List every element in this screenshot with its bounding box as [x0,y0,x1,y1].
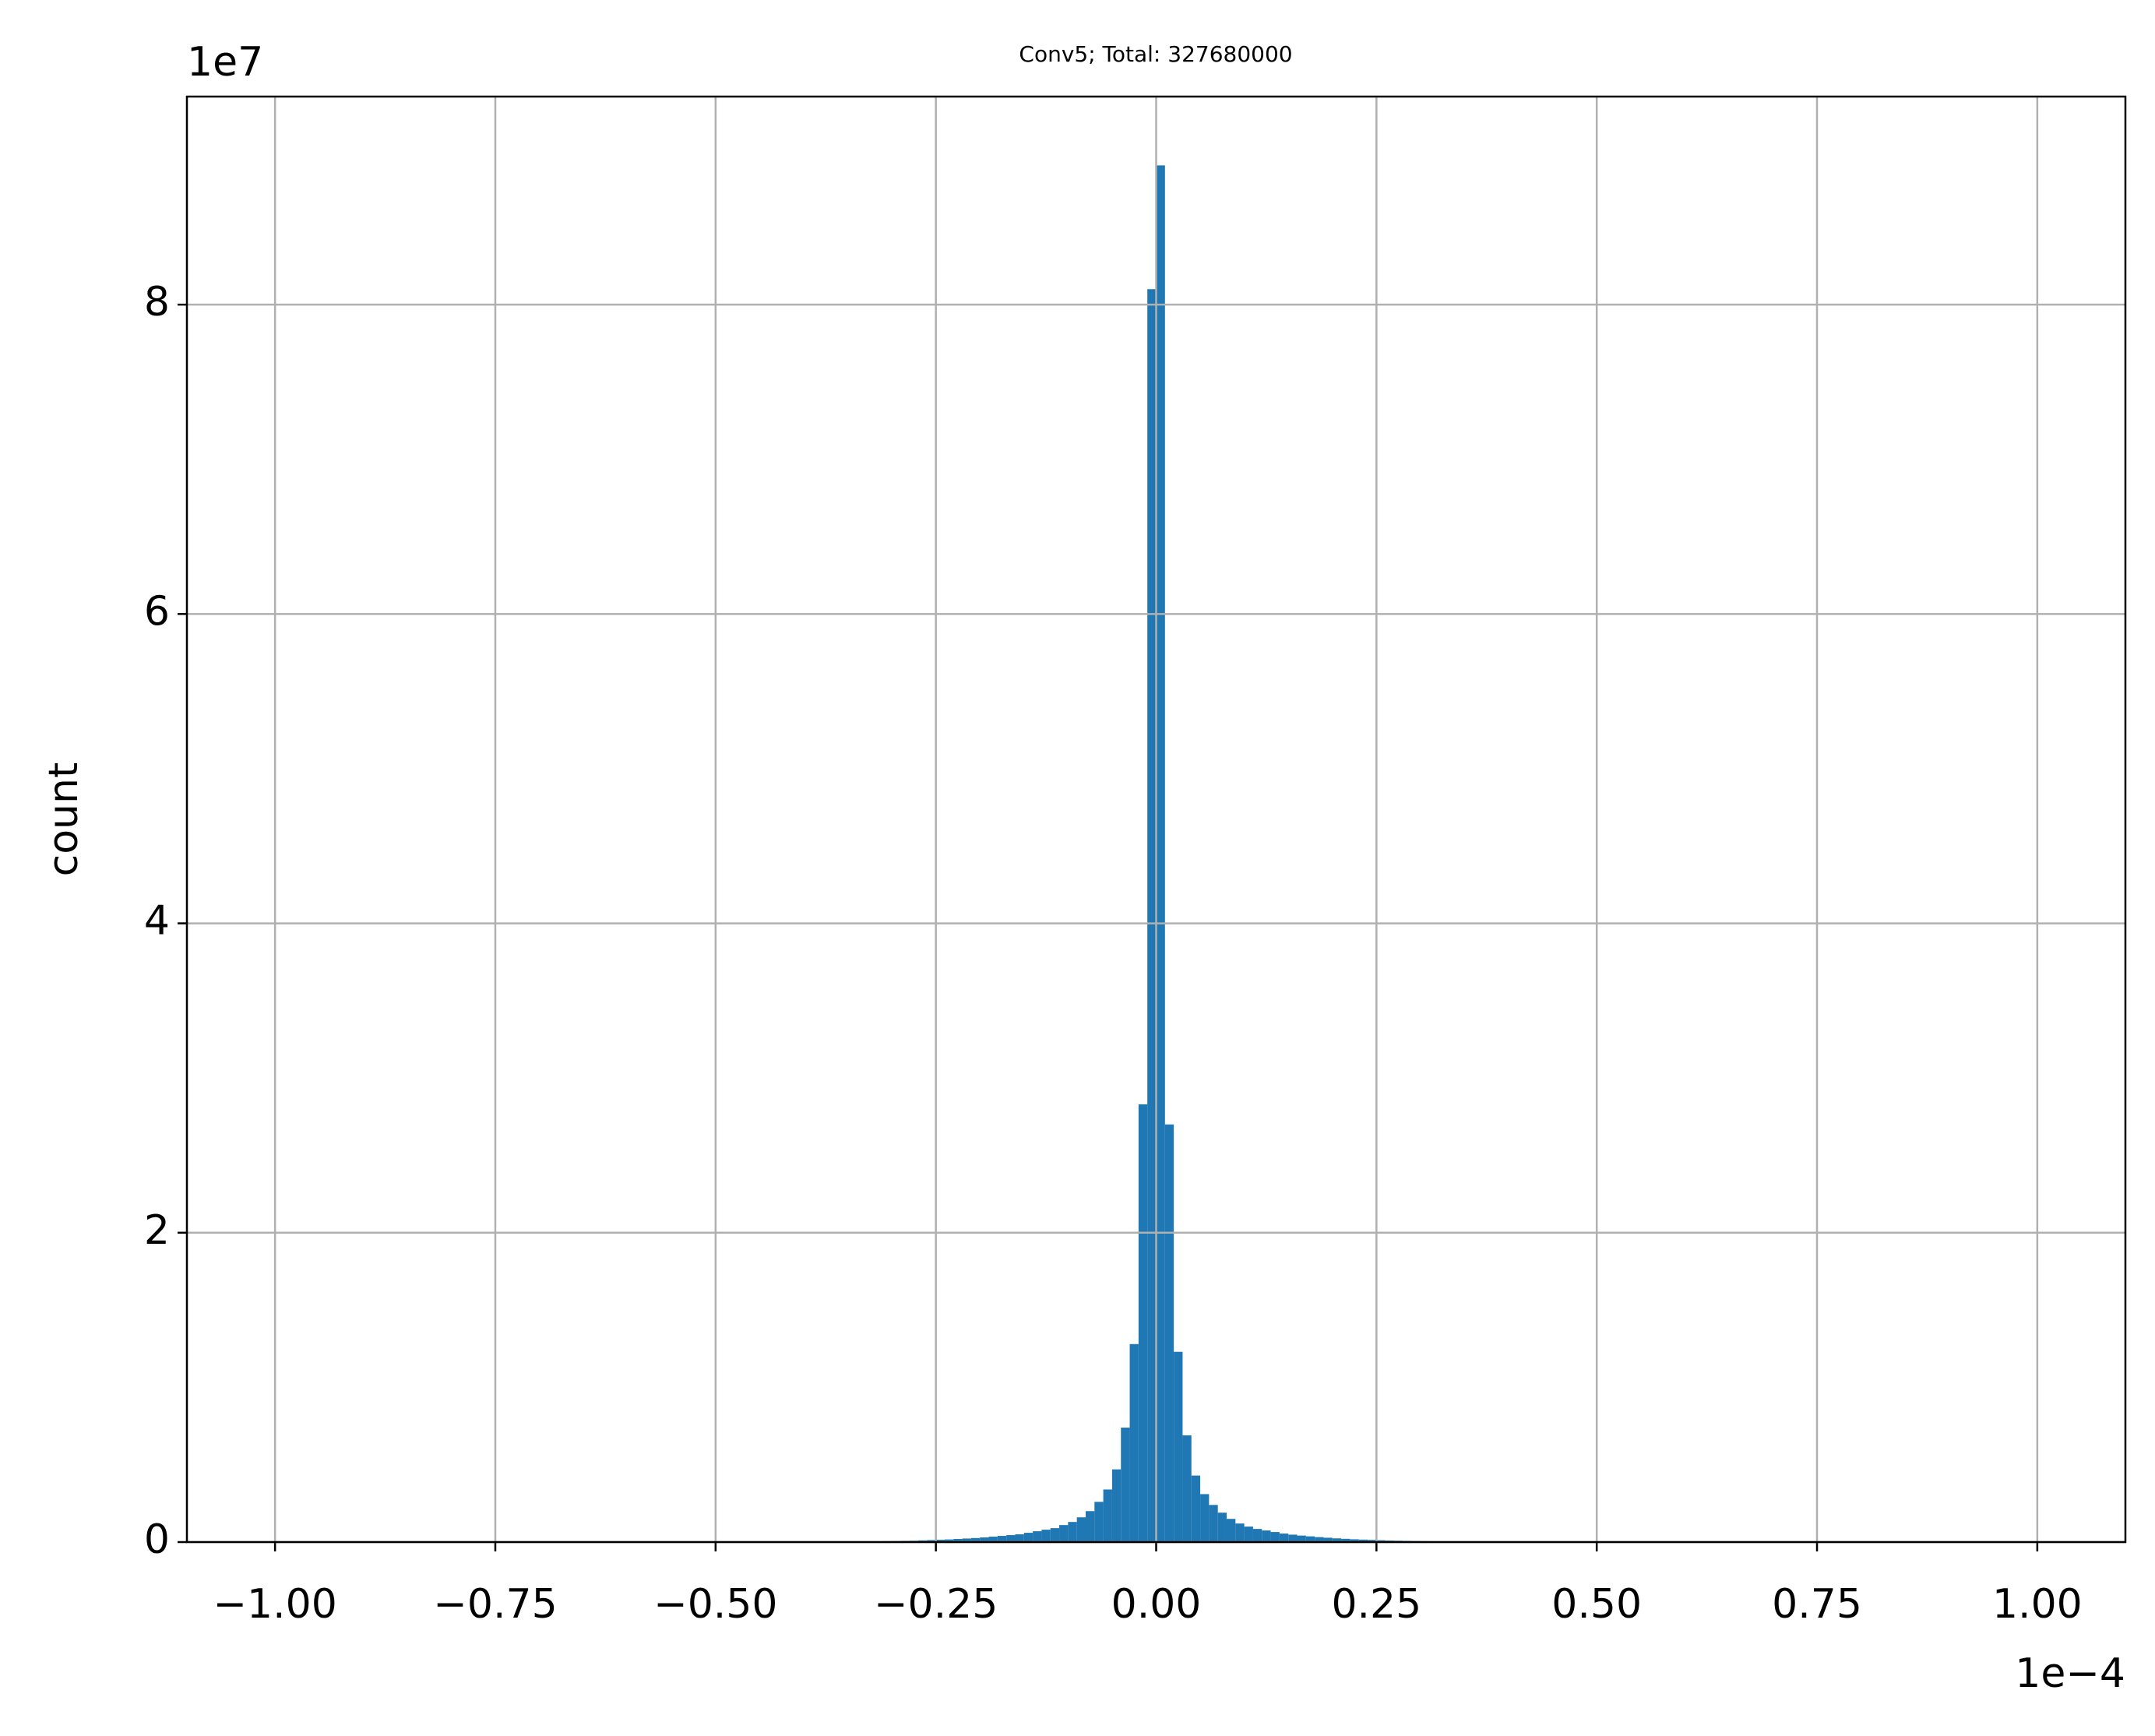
x-tick-label: 0.25 [1331,1581,1421,1628]
bar [1200,1494,1210,1542]
bar [1059,1525,1069,1542]
bar [927,1540,936,1542]
bar [1235,1523,1245,1542]
x-tick-label: −0.25 [874,1581,998,1628]
x-tick-label: −1.00 [213,1581,336,1628]
bar [1279,1534,1289,1542]
bar [1297,1535,1306,1542]
bar [1094,1502,1104,1542]
bar [1085,1511,1095,1542]
bar [944,1539,954,1542]
y-tick-label: 0 [144,1516,170,1563]
bar [1015,1534,1024,1542]
y-tick-label: 6 [144,588,170,635]
bar [997,1536,1007,1542]
bar [1252,1529,1262,1542]
y-tick-label: 2 [144,1207,170,1254]
bar [1332,1538,1342,1542]
bar [1315,1537,1324,1542]
bar [953,1539,963,1542]
bar [1041,1530,1051,1542]
bar [1174,1351,1183,1542]
y-tick-label: 8 [144,279,170,326]
bar [1111,1469,1122,1542]
bar [1191,1475,1201,1542]
bar [1076,1517,1086,1542]
bar [1323,1537,1333,1542]
x-tick-label: 0.75 [1772,1581,1862,1628]
bar [1217,1512,1227,1542]
bar [1182,1435,1192,1542]
bar [1305,1536,1315,1542]
bar [1006,1535,1016,1542]
y-tick-label: 4 [144,898,170,945]
x-tick-label: 0.00 [1111,1581,1202,1628]
bar [1147,289,1157,1542]
bar [1138,1104,1148,1542]
bar [1227,1519,1236,1542]
x-tick-label: 0.50 [1551,1581,1642,1628]
x-tick-label: −0.50 [653,1581,777,1628]
bar [1121,1428,1130,1542]
bar [1244,1526,1253,1542]
bar [1033,1531,1042,1542]
chart-title: Conv5; Total: 327680000 [1019,41,1292,67]
bar [1368,1540,1377,1542]
x-tick-label: 1.00 [1992,1581,2083,1628]
y-axis-label: count [40,762,87,877]
bar [935,1540,945,1542]
bar [1129,1343,1139,1542]
x-offset-label: 1e−4 [2015,1650,2125,1697]
bar [1050,1528,1060,1542]
bar [1270,1532,1280,1542]
bar [1209,1505,1218,1542]
bar [980,1537,989,1542]
x-tick-label: −0.75 [433,1581,557,1628]
bar [1023,1533,1033,1542]
bar [1350,1539,1359,1542]
y-offset-label: 1e7 [187,39,263,86]
bar [1164,1124,1174,1542]
bar [1341,1538,1350,1542]
bar [1103,1489,1112,1542]
bar [1068,1522,1077,1542]
bar [1262,1530,1271,1542]
bar [970,1537,981,1542]
bar [988,1537,998,1542]
bar [1358,1539,1368,1542]
bar [1156,165,1165,1542]
plot-frame [185,95,2127,1544]
bar [962,1538,971,1542]
bar [1288,1534,1298,1542]
